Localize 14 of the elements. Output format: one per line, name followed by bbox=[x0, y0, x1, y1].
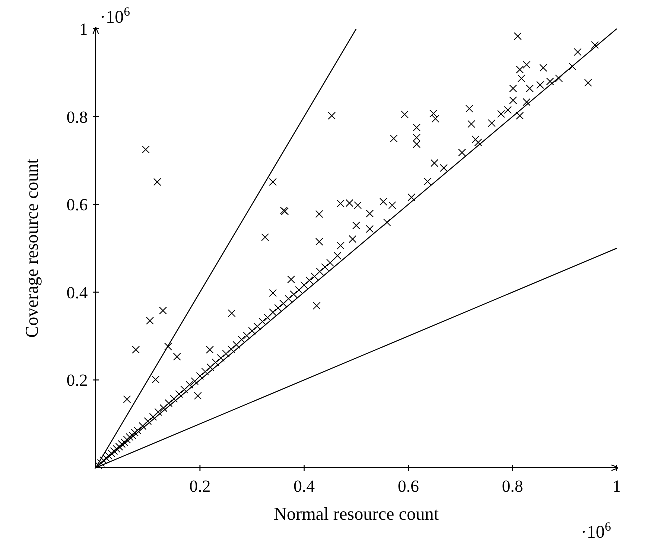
x-tick-label: 0.4 bbox=[294, 477, 316, 496]
y-tick-label: 1 bbox=[80, 20, 88, 39]
y-tick-label: 0.6 bbox=[66, 196, 88, 215]
x-tick-label: 0.8 bbox=[502, 477, 524, 496]
text: ·10$^{6}$ bbox=[100, 5, 130, 27]
text: ·10$^{6}$ bbox=[581, 520, 612, 542]
y-tick-label: 0.8 bbox=[66, 108, 88, 127]
x-tick-label: 0.2 bbox=[190, 477, 211, 496]
x-axis-title: Normal resource count bbox=[274, 504, 439, 524]
x-tick-label: 1 bbox=[612, 477, 622, 496]
y-tick-label: 0.2 bbox=[66, 371, 88, 390]
y-tick-label: 0.4 bbox=[66, 283, 88, 302]
y-axis-title: Coverage resource count bbox=[22, 159, 42, 338]
x-tick-label: 0.6 bbox=[398, 477, 420, 496]
